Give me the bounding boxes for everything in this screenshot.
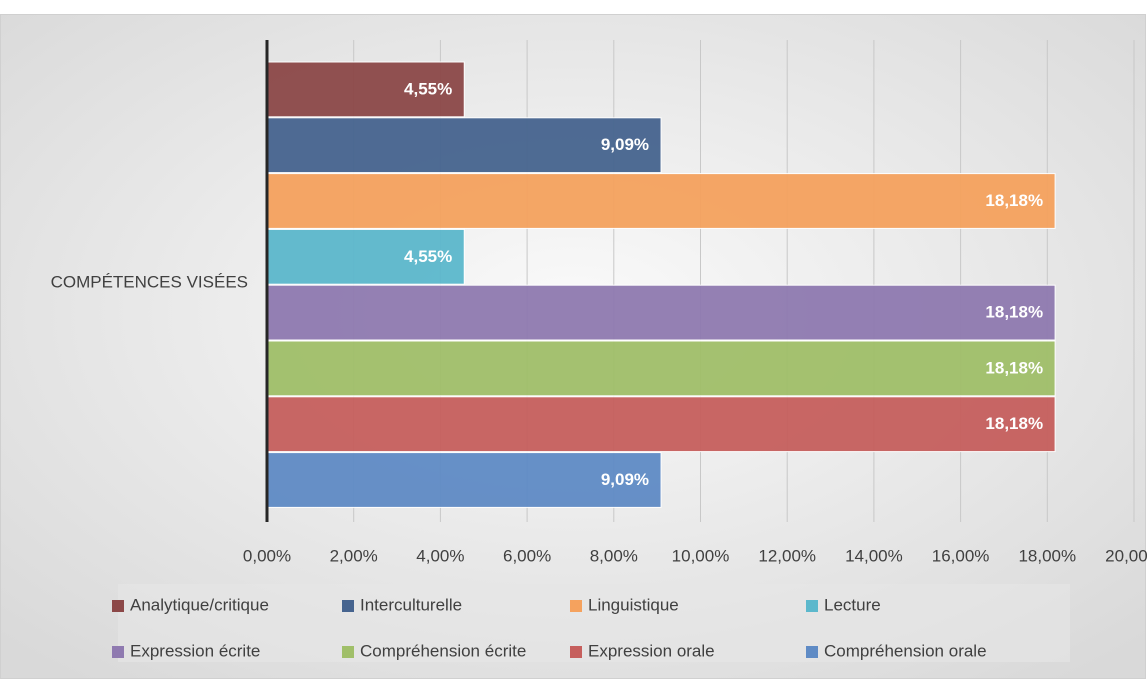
bar [266,340,1056,397]
legend-marker [806,646,818,658]
legend-label: Interculturelle [360,595,462,614]
x-tick-label: 4,00% [416,546,464,565]
legend-box [118,584,1070,662]
x-tick-label: 0,00% [243,546,291,565]
legend-label: Compréhension écrite [360,641,526,660]
legend-label: Linguistique [588,595,679,614]
bar [266,228,465,285]
legend-label: Expression écrite [130,641,260,660]
x-tick-label: 18,00% [1018,546,1076,565]
value-label: 18,18% [985,358,1043,377]
legend-label: Lecture [824,595,881,614]
legend-marker [112,600,124,612]
legend-marker [342,646,354,658]
legend-label: Compréhension orale [824,641,987,660]
value-label: 4,55% [404,79,452,98]
legend-label: Expression orale [588,641,715,660]
legend-marker [806,600,818,612]
x-tick-label: 8,00% [590,546,638,565]
x-tick-label: 2,00% [330,546,378,565]
y-tick-label: COMPÉTENCES VISÉES [51,273,248,292]
value-label: 9,09% [601,135,649,154]
legend-marker [112,646,124,658]
value-label: 18,18% [985,414,1043,433]
x-tick-label: 16,00% [932,546,990,565]
legend-marker [570,646,582,658]
x-tick-label: 6,00% [503,546,551,565]
x-tick-label: 14,00% [845,546,903,565]
x-tick-label: 10,00% [672,546,730,565]
bar [266,61,465,118]
value-label: 18,18% [985,191,1043,210]
legend-marker [342,600,354,612]
bar [266,173,1056,229]
bar [266,284,1056,341]
bar [266,396,1056,453]
value-label: 4,55% [404,247,452,266]
bar [266,117,662,174]
value-label: 9,09% [601,470,649,489]
x-tick-label: 12,00% [758,546,816,565]
x-tick-label: 20,00% [1105,546,1147,565]
value-label: 18,18% [985,303,1043,322]
bar [266,452,662,508]
legend-marker [570,600,582,612]
legend-label: Analytique/critique [130,595,269,614]
